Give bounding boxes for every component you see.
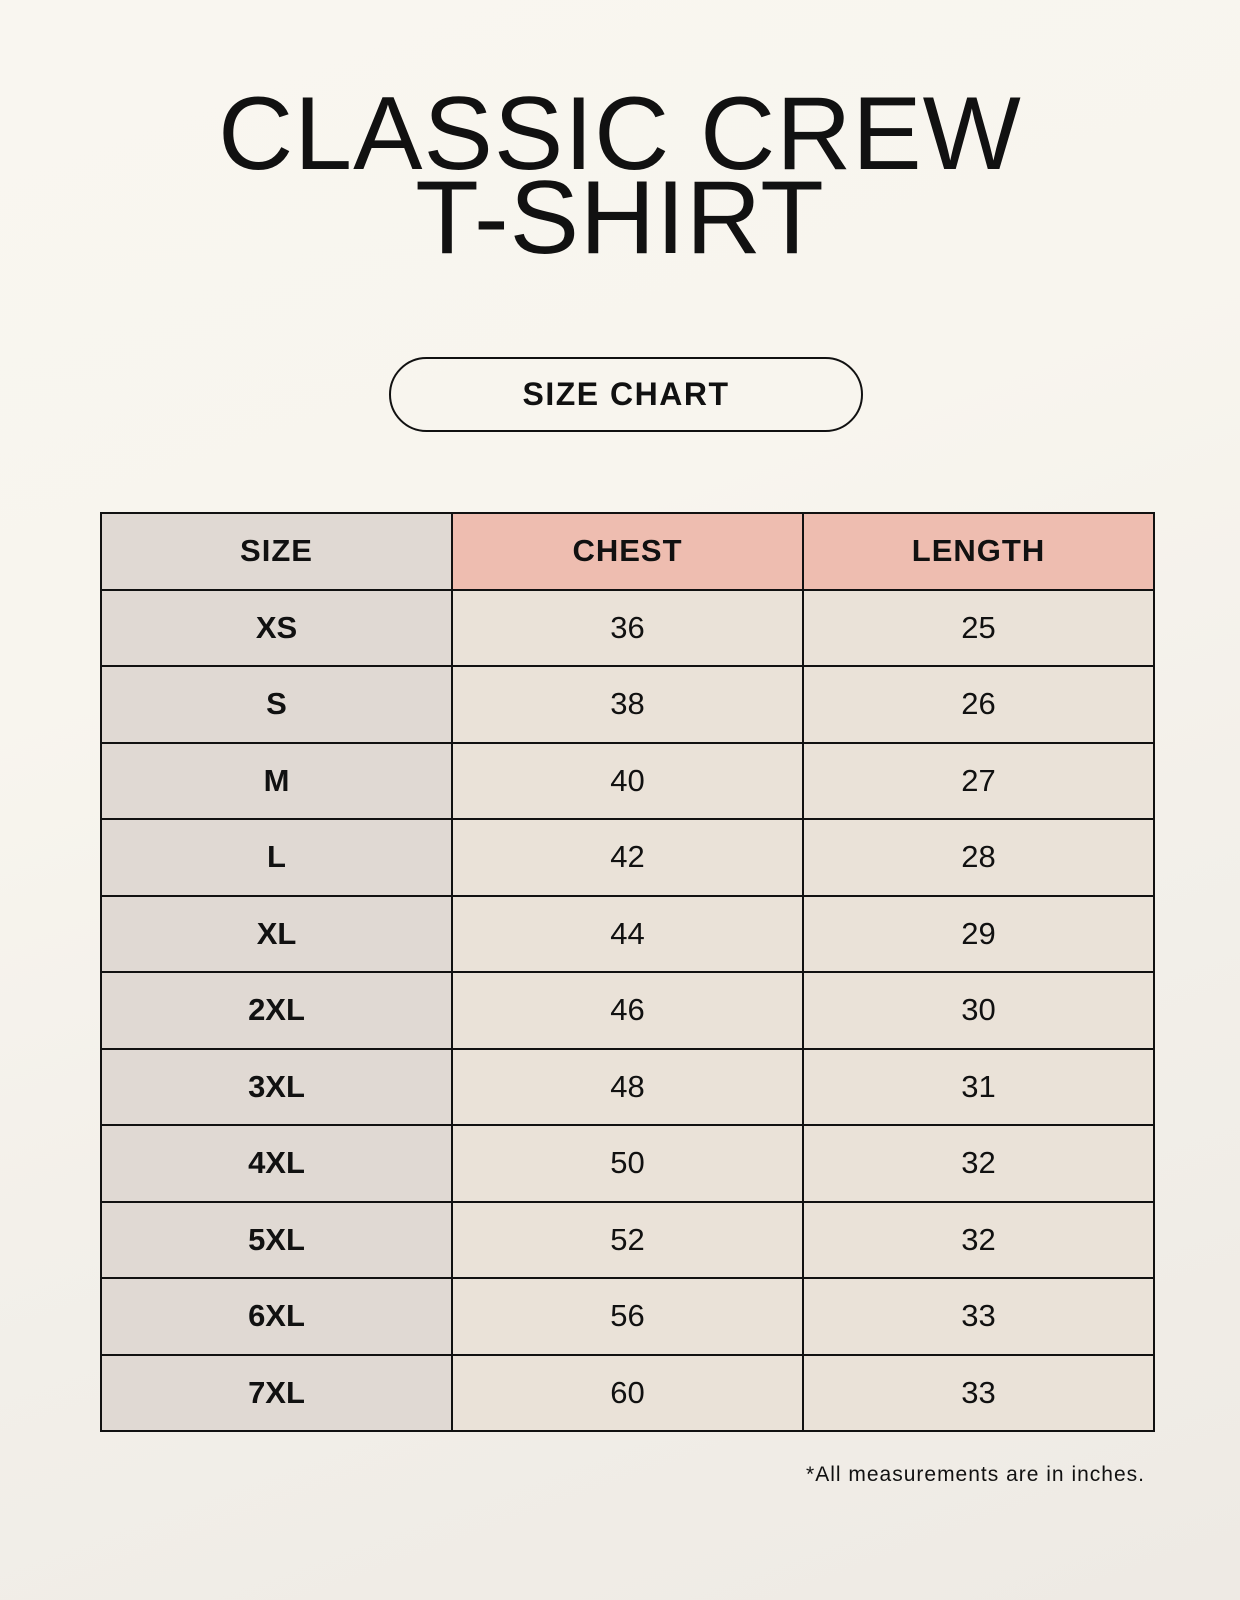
size-cell: 6XL (100, 1277, 453, 1356)
chest-cell: 56 (451, 1277, 804, 1356)
table-row: XS 36 25 (100, 588, 1155, 667)
chest-cell: 48 (451, 1047, 804, 1126)
size-cell: M (100, 741, 453, 820)
chest-cell: 50 (451, 1124, 804, 1203)
header-length: LENGTH (802, 512, 1155, 591)
chest-cell: 40 (451, 741, 804, 820)
table-row: 7XL 60 33 (100, 1353, 1155, 1432)
chest-cell: 42 (451, 818, 804, 897)
length-cell: 29 (802, 894, 1155, 973)
length-cell: 25 (802, 588, 1155, 667)
chest-cell: 36 (451, 588, 804, 667)
header-size: SIZE (100, 512, 453, 591)
page-title: CLASSIC CREW T-SHIRT (0, 76, 1240, 276)
chest-cell: 46 (451, 971, 804, 1050)
title-line-1: CLASSIC CREW (218, 76, 1022, 192)
footnote: *All measurements are in inches. (806, 1463, 1145, 1486)
table-row: 2XL 46 30 (100, 971, 1155, 1050)
length-cell: 31 (802, 1047, 1155, 1126)
table-row: 5XL 52 32 (100, 1200, 1155, 1279)
table-row: M 40 27 (100, 741, 1155, 820)
length-cell: 32 (802, 1200, 1155, 1279)
length-cell: 30 (802, 971, 1155, 1050)
title-line-2: T-SHIRT (415, 160, 825, 276)
size-table: SIZE CHEST LENGTH XS 36 25 S 38 26 M 40 27 L 42 28 X… (100, 512, 1155, 1432)
length-cell: 33 (802, 1277, 1155, 1356)
table-header-row: SIZE CHEST LENGTH (100, 512, 1155, 591)
size-chart-badge: SIZE CHART (389, 357, 863, 432)
size-cell: 5XL (100, 1200, 453, 1279)
size-cell: 2XL (100, 971, 453, 1050)
size-cell: L (100, 818, 453, 897)
size-cell: 7XL (100, 1353, 453, 1432)
chest-cell: 38 (451, 665, 804, 744)
length-cell: 33 (802, 1353, 1155, 1432)
chest-cell: 60 (451, 1353, 804, 1432)
table-row: XL 44 29 (100, 894, 1155, 973)
table-row: 3XL 48 31 (100, 1047, 1155, 1126)
table-row: L 42 28 (100, 818, 1155, 897)
length-cell: 28 (802, 818, 1155, 897)
header-chest: CHEST (451, 512, 804, 591)
size-cell: 3XL (100, 1047, 453, 1126)
chest-cell: 52 (451, 1200, 804, 1279)
chest-cell: 44 (451, 894, 804, 973)
table-row: S 38 26 (100, 665, 1155, 744)
size-cell: S (100, 665, 453, 744)
length-cell: 26 (802, 665, 1155, 744)
table-row: 6XL 56 33 (100, 1277, 1155, 1356)
size-cell: 4XL (100, 1124, 453, 1203)
table-row: 4XL 50 32 (100, 1124, 1155, 1203)
length-cell: 32 (802, 1124, 1155, 1203)
size-cell: XS (100, 588, 453, 667)
length-cell: 27 (802, 741, 1155, 820)
size-cell: XL (100, 894, 453, 973)
